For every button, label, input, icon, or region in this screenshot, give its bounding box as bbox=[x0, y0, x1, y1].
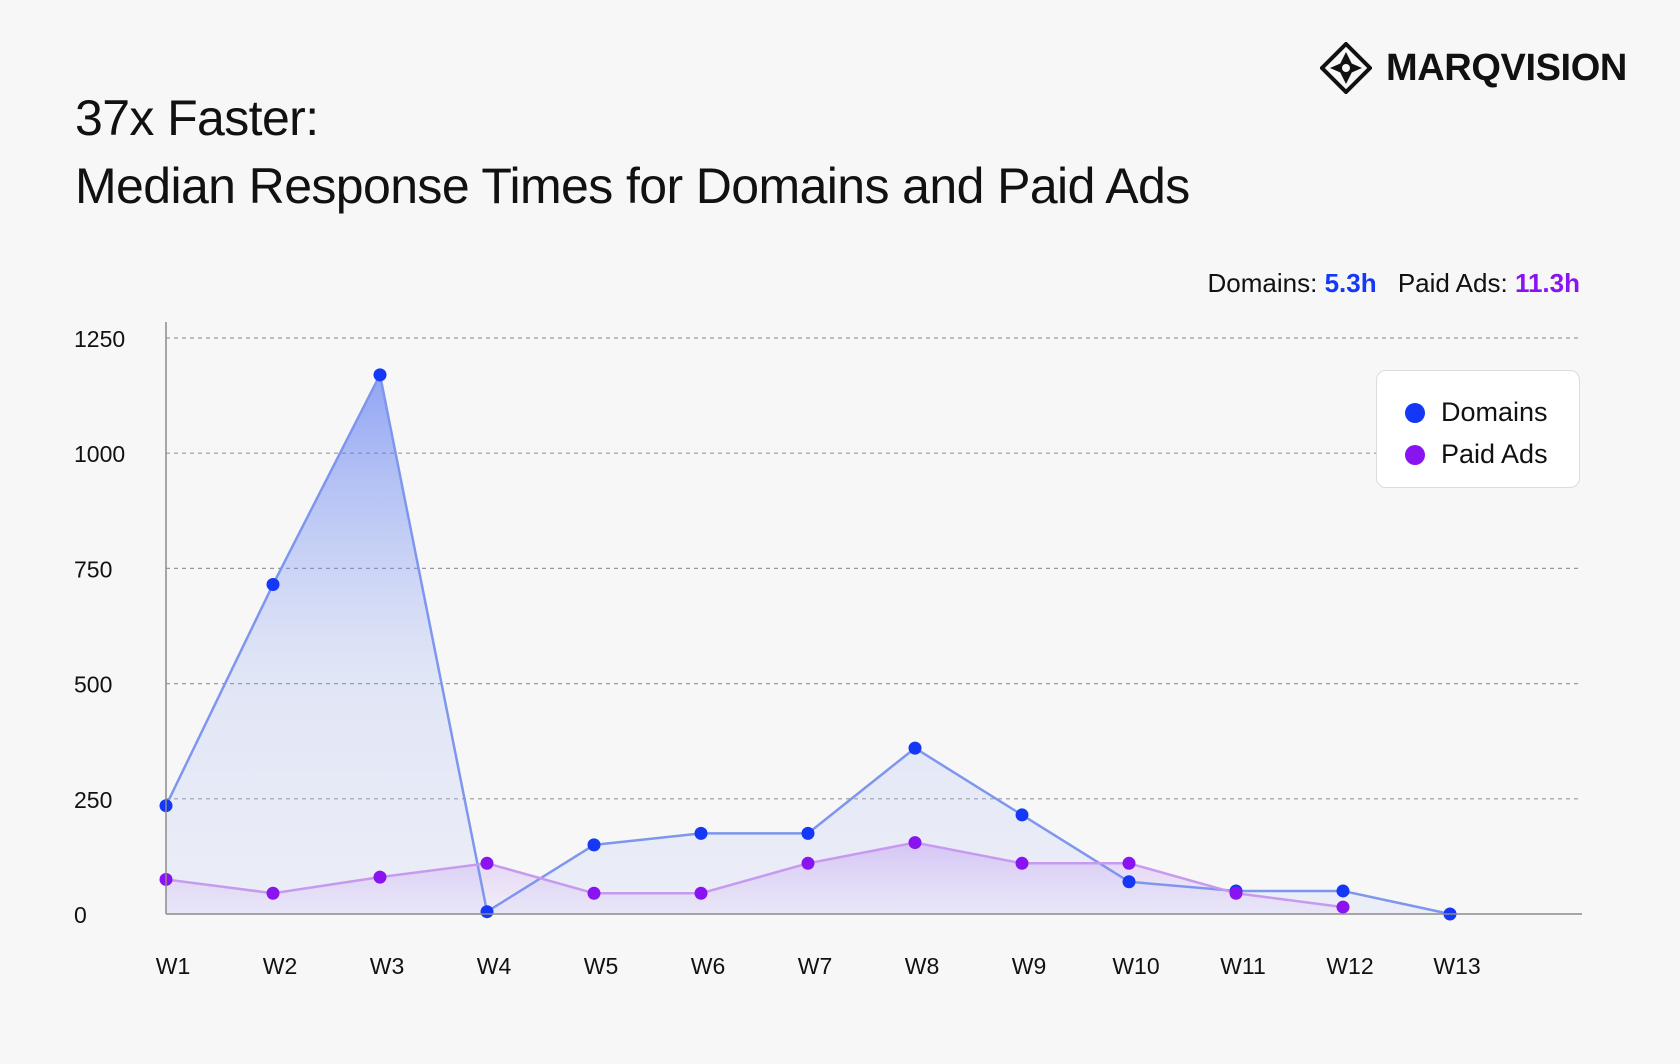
brand-logo: MARQVISION bbox=[1320, 42, 1627, 94]
data-point-paid-ads bbox=[587, 886, 601, 900]
data-point-paid-ads bbox=[1229, 886, 1243, 900]
data-point-domains bbox=[1015, 808, 1029, 822]
title-line-1: 37x Faster: bbox=[75, 90, 319, 146]
legend-item-paid-ads: Paid Ads bbox=[1405, 439, 1548, 470]
data-point-paid-ads bbox=[694, 886, 708, 900]
x-tick-label: W9 bbox=[1012, 953, 1047, 979]
x-tick-label: W12 bbox=[1326, 953, 1373, 979]
y-tick-label: 750 bbox=[74, 556, 112, 582]
summary-medians: Domains: 5.3h Paid Ads: 11.3h bbox=[1208, 268, 1580, 299]
data-point-paid-ads bbox=[1015, 856, 1029, 870]
area-paid-ads bbox=[166, 842, 1343, 914]
chart-legend: Domains Paid Ads bbox=[1376, 370, 1580, 488]
x-tick-label: W7 bbox=[798, 953, 833, 979]
data-point-domains bbox=[373, 368, 387, 382]
legend-item-domains: Domains bbox=[1405, 397, 1548, 428]
data-point-paid-ads bbox=[908, 836, 922, 850]
area-layer bbox=[166, 374, 1450, 914]
y-tick-label: 500 bbox=[74, 672, 112, 698]
x-tick-label: W5 bbox=[584, 953, 619, 979]
x-tick-label: W13 bbox=[1433, 953, 1480, 979]
data-point-paid-ads bbox=[266, 886, 280, 900]
y-tick-label: 1250 bbox=[74, 326, 125, 352]
x-tick-label: W8 bbox=[905, 953, 940, 979]
data-point-domains bbox=[266, 578, 280, 592]
legend-dot-domains bbox=[1405, 402, 1425, 423]
x-tick-label: W3 bbox=[370, 953, 405, 979]
axis-layer: 0 250 500 750 1000 1250 W1 W2 W3 W4 W5 W6 W7 W8 W9 W10 W… bbox=[74, 322, 1582, 979]
logo-text: MARQVISION bbox=[1386, 46, 1627, 89]
marqvision-logo-icon bbox=[1320, 42, 1372, 94]
summary-domains-label: Domains: bbox=[1207, 268, 1318, 298]
data-point-paid-ads bbox=[1122, 856, 1136, 870]
data-point-domains bbox=[480, 905, 494, 919]
data-point-paid-ads bbox=[1336, 900, 1350, 914]
data-point-paid-ads bbox=[480, 856, 494, 870]
point-layer bbox=[159, 368, 1457, 921]
title-line-2: Median Response Times for Domains and Pa… bbox=[75, 158, 1190, 214]
x-tick-label: W11 bbox=[1220, 953, 1266, 979]
data-point-domains bbox=[1122, 875, 1136, 889]
legend-dot-paid-ads bbox=[1405, 444, 1425, 465]
x-tick-label: W10 bbox=[1112, 953, 1159, 979]
summary-domains-value: 5.3h bbox=[1324, 268, 1377, 298]
x-tick-label: W1 bbox=[156, 953, 191, 979]
data-point-domains bbox=[587, 838, 601, 852]
data-point-paid-ads bbox=[801, 856, 815, 870]
y-tick-label: 250 bbox=[74, 787, 112, 813]
data-point-domains bbox=[694, 826, 708, 840]
x-tick-label: W2 bbox=[263, 953, 298, 979]
y-tick-label: 1000 bbox=[74, 441, 125, 467]
area-domains bbox=[166, 374, 1450, 914]
data-point-domains bbox=[801, 826, 815, 840]
legend-label-paid-ads: Paid Ads bbox=[1441, 439, 1548, 469]
summary-paid-ads-label: Paid Ads: bbox=[1397, 268, 1508, 298]
series-line-paid-ads bbox=[165, 841, 1344, 909]
data-point-domains bbox=[1336, 884, 1350, 898]
data-point-paid-ads bbox=[373, 870, 387, 884]
x-tick-label: W4 bbox=[477, 953, 512, 979]
legend-label-domains: Domains bbox=[1441, 397, 1548, 427]
chart-title: 37x Faster: Median Response Times for Do… bbox=[75, 84, 1190, 220]
data-point-domains bbox=[908, 741, 922, 755]
summary-paid-ads-value: 11.3h bbox=[1514, 268, 1580, 298]
x-tick-label: W6 bbox=[691, 953, 726, 979]
y-tick-label: 0 bbox=[74, 902, 87, 928]
